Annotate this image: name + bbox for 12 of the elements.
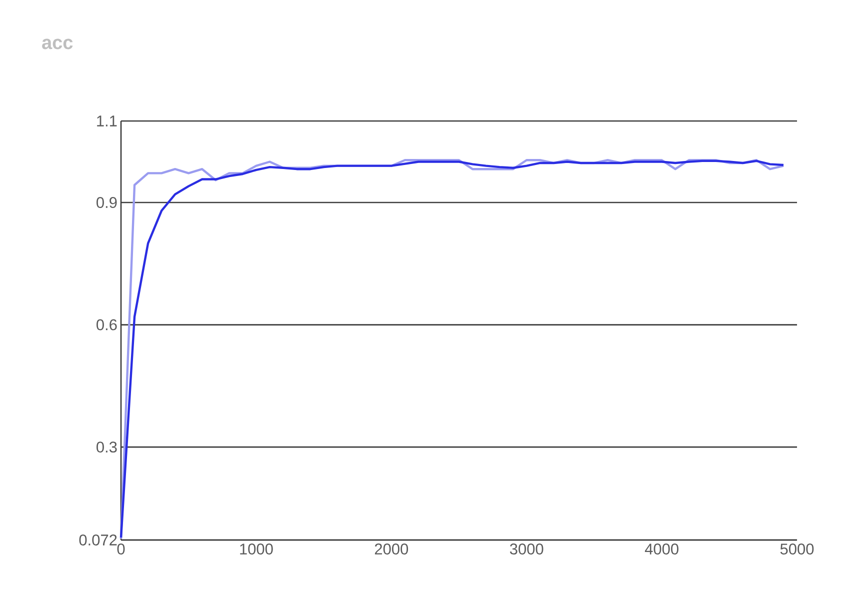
y-tick-label: 0.072 [79, 534, 117, 546]
y-tick-label: 0.3 [96, 442, 117, 453]
x-tick-label: 1000 [240, 544, 273, 555]
x-tick-label: 5000 [780, 544, 814, 555]
x-tick-label: 4000 [644, 544, 678, 555]
x-tick-label: 2000 [374, 544, 408, 555]
x-tick-label: 0 [117, 544, 125, 555]
y-tick-label: 0.6 [96, 319, 117, 330]
x-tick-label: 3000 [510, 544, 544, 555]
chart-title: acc [42, 38, 73, 50]
y-tick-label: 1.1 [97, 116, 117, 126]
y-tick-label: 0.9 [96, 197, 117, 208]
